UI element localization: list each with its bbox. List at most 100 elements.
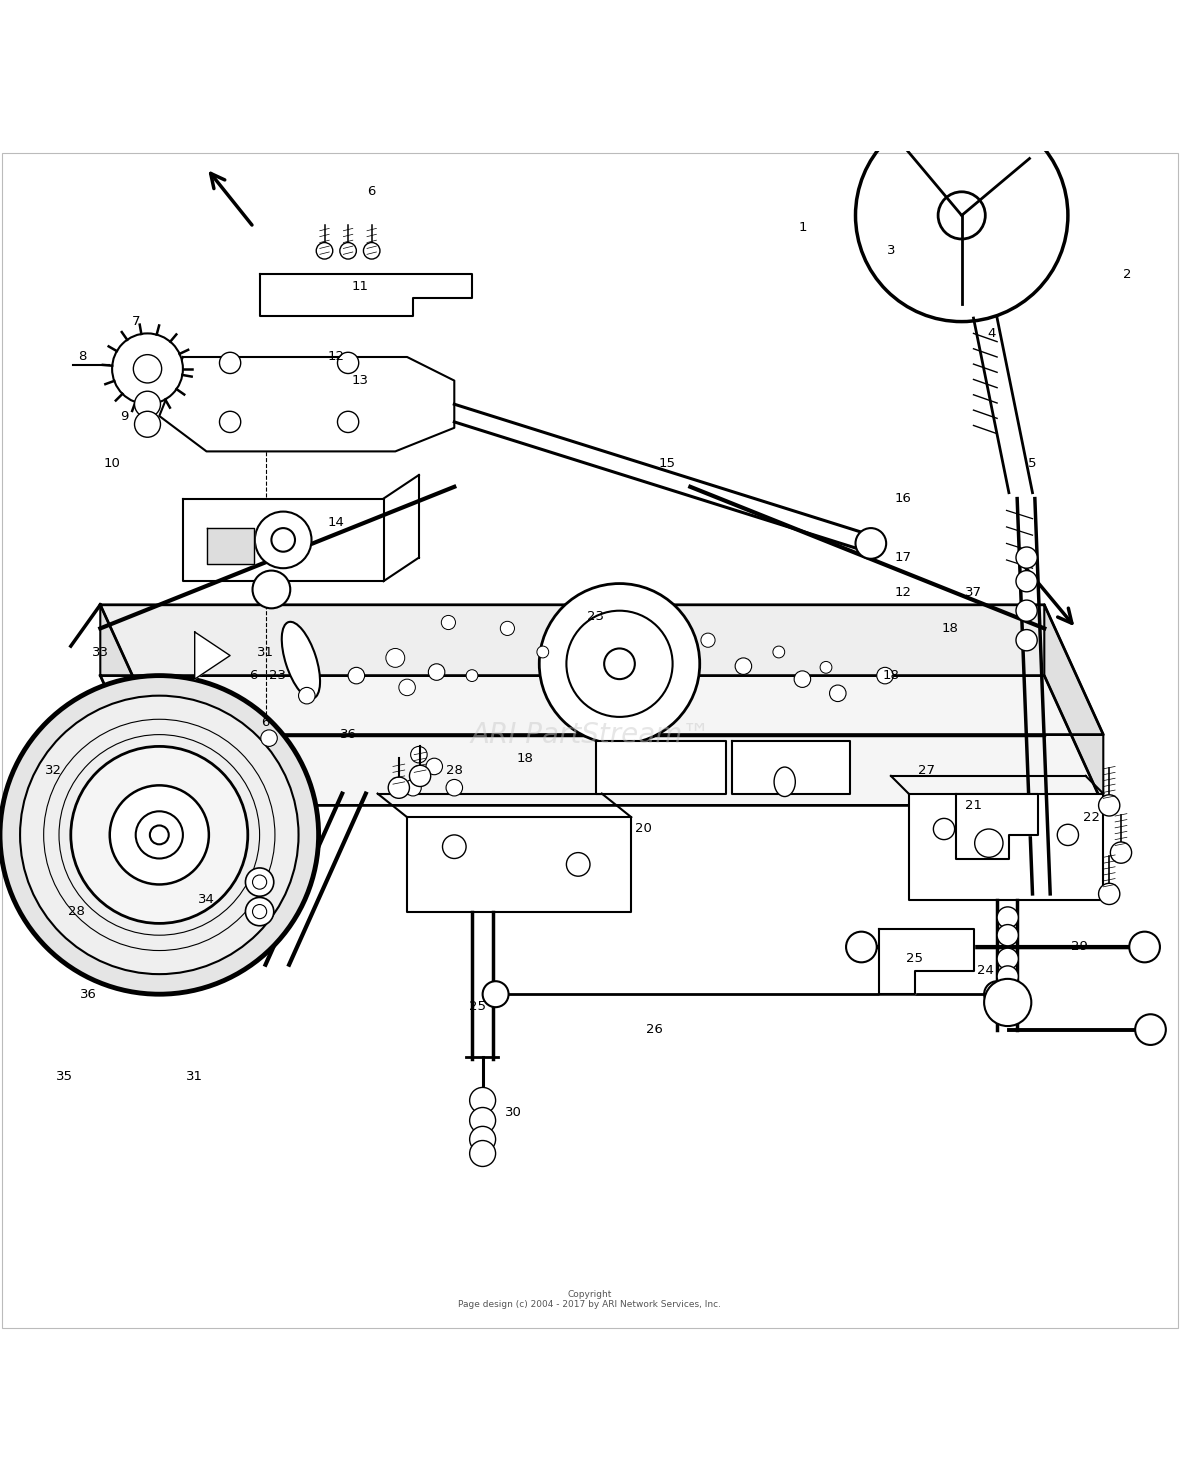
- Circle shape: [0, 675, 319, 994]
- Text: 18: 18: [517, 752, 533, 764]
- Circle shape: [735, 658, 752, 674]
- Text: 26: 26: [647, 1023, 663, 1037]
- Circle shape: [1016, 570, 1037, 592]
- Polygon shape: [879, 929, 974, 994]
- Text: 31: 31: [186, 1071, 203, 1083]
- Circle shape: [1057, 825, 1079, 846]
- Circle shape: [539, 584, 700, 743]
- Circle shape: [856, 529, 886, 558]
- Circle shape: [399, 680, 415, 696]
- Text: 15: 15: [658, 456, 675, 469]
- Circle shape: [20, 696, 299, 974]
- Circle shape: [219, 352, 241, 373]
- Text: 18: 18: [942, 622, 958, 635]
- Text: 6: 6: [249, 669, 258, 683]
- Text: 4: 4: [986, 327, 996, 341]
- Circle shape: [316, 243, 333, 259]
- Text: 28: 28: [68, 905, 85, 918]
- Text: 12: 12: [328, 351, 345, 363]
- Circle shape: [261, 730, 277, 746]
- Polygon shape: [183, 499, 384, 581]
- Text: 14: 14: [328, 515, 345, 529]
- Text: 9: 9: [119, 410, 129, 422]
- Polygon shape: [159, 357, 454, 452]
- Text: 12: 12: [894, 586, 911, 600]
- Circle shape: [426, 758, 442, 775]
- Circle shape: [411, 746, 427, 763]
- Circle shape: [500, 622, 514, 635]
- Text: 33: 33: [92, 646, 109, 659]
- Circle shape: [299, 687, 315, 703]
- Circle shape: [1016, 546, 1037, 569]
- Circle shape: [470, 1127, 496, 1152]
- Circle shape: [566, 610, 673, 717]
- Text: 8: 8: [78, 351, 87, 363]
- Circle shape: [1135, 1014, 1166, 1046]
- Circle shape: [409, 766, 431, 786]
- Polygon shape: [260, 274, 472, 315]
- Circle shape: [245, 868, 274, 896]
- Circle shape: [584, 628, 596, 640]
- Circle shape: [820, 662, 832, 674]
- Circle shape: [135, 391, 160, 418]
- Polygon shape: [596, 740, 726, 794]
- Circle shape: [975, 829, 1003, 857]
- Circle shape: [877, 668, 893, 684]
- Text: 11: 11: [352, 280, 368, 293]
- Text: 24: 24: [977, 964, 994, 977]
- Circle shape: [997, 906, 1018, 929]
- Text: 6: 6: [261, 717, 270, 729]
- Circle shape: [136, 812, 183, 859]
- Circle shape: [470, 1140, 496, 1167]
- Circle shape: [1099, 883, 1120, 905]
- Text: 37: 37: [965, 586, 982, 600]
- Circle shape: [846, 932, 877, 963]
- Text: Copyright
Page design (c) 2004 - 2017 by ARI Network Services, Inc.: Copyright Page design (c) 2004 - 2017 by…: [459, 1290, 721, 1309]
- Text: 28: 28: [446, 764, 463, 776]
- Circle shape: [830, 686, 846, 702]
- Text: 21: 21: [965, 798, 982, 812]
- Circle shape: [112, 333, 183, 404]
- Circle shape: [984, 982, 1010, 1007]
- Text: 36: 36: [80, 988, 97, 1001]
- Text: 35: 35: [57, 1071, 73, 1083]
- Text: 29: 29: [1071, 940, 1088, 954]
- Text: 27: 27: [918, 764, 935, 776]
- Circle shape: [933, 819, 955, 840]
- Text: 10: 10: [104, 456, 120, 469]
- Circle shape: [363, 243, 380, 259]
- Circle shape: [405, 779, 421, 795]
- Circle shape: [1129, 932, 1160, 963]
- Circle shape: [271, 529, 295, 552]
- Circle shape: [337, 352, 359, 373]
- Text: 7: 7: [131, 315, 140, 329]
- Circle shape: [470, 1108, 496, 1133]
- Circle shape: [794, 671, 811, 687]
- Circle shape: [150, 825, 169, 844]
- Circle shape: [441, 616, 455, 629]
- Circle shape: [604, 649, 635, 680]
- Circle shape: [348, 668, 365, 684]
- Circle shape: [1110, 843, 1132, 863]
- Text: 17: 17: [894, 551, 911, 564]
- Text: 13: 13: [352, 375, 368, 387]
- Ellipse shape: [282, 622, 320, 699]
- Circle shape: [253, 875, 267, 889]
- Text: 20: 20: [635, 822, 651, 835]
- Circle shape: [997, 966, 1018, 988]
- Circle shape: [255, 511, 312, 569]
- Polygon shape: [1044, 604, 1103, 806]
- Circle shape: [442, 835, 466, 859]
- Circle shape: [1099, 795, 1120, 816]
- Circle shape: [1016, 629, 1037, 650]
- Text: 30: 30: [505, 1106, 522, 1118]
- Circle shape: [466, 669, 478, 681]
- Circle shape: [110, 785, 209, 884]
- Circle shape: [253, 905, 267, 918]
- Circle shape: [537, 646, 549, 658]
- Text: 18: 18: [883, 669, 899, 683]
- Circle shape: [135, 412, 160, 437]
- Circle shape: [340, 243, 356, 259]
- Circle shape: [428, 663, 445, 680]
- Polygon shape: [206, 529, 254, 563]
